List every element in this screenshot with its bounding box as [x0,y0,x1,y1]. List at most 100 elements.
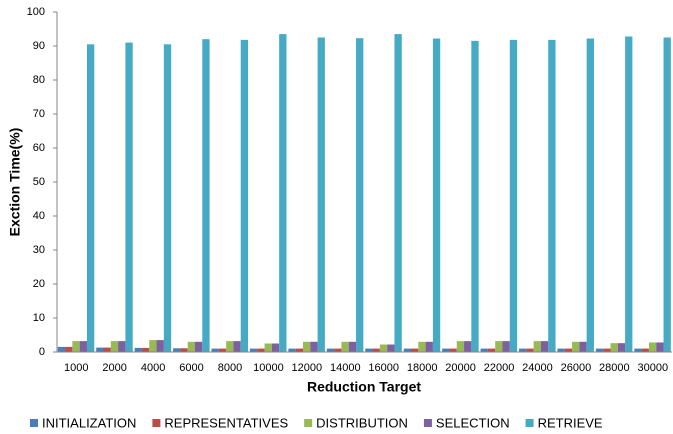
x-tick-label: 24000 [522,362,553,374]
legend-swatch [525,419,534,427]
y-tick-label: 90 [33,40,45,52]
legend-label: DISTRIBUTION [316,415,408,430]
bar [326,348,335,352]
y-tick-label: 60 [33,142,45,154]
bar [317,37,325,352]
bar [187,341,195,352]
bar [411,348,419,352]
bar [533,341,541,352]
bar [96,347,104,352]
y-tick-label: 100 [27,6,45,18]
bar [557,348,565,352]
bar [240,39,249,352]
bar [103,347,111,352]
bar [663,37,671,352]
bar [425,341,433,352]
legend-label: SELECTION [436,415,510,430]
bar [564,348,573,352]
bar [464,341,472,352]
bar [118,341,126,352]
bar [471,40,479,353]
bar [134,347,142,352]
bar [249,348,258,352]
bar [394,34,402,352]
x-tick-label: 28000 [599,362,630,374]
bar [86,44,95,353]
legend-label: INITIALIZATION [42,415,136,430]
x-tick-label: 10000 [253,362,284,374]
bar [365,348,373,352]
bar [110,341,119,352]
bar [271,343,280,352]
x-tick-label: 22000 [484,362,515,374]
bar [487,348,496,352]
bar [295,348,303,352]
x-tick-label: 1000 [64,362,88,374]
bar [141,347,150,352]
y-tick-label: 20 [33,278,45,290]
y-tick-label: 30 [33,244,45,256]
x-tick-label: 26000 [561,362,592,374]
bar [595,348,604,352]
bar [432,38,441,353]
bar [202,39,210,352]
bar [634,348,642,352]
bar [617,343,626,352]
bar [125,42,133,352]
legend-swatch [304,419,313,427]
x-tick-label: 8000 [218,362,242,374]
x-tick-label: 2000 [102,362,126,374]
bar [579,341,587,352]
bar [173,348,181,352]
bar [403,348,412,352]
bar [519,348,527,352]
x-tick-label: 4000 [141,362,165,374]
x-tick-label: 30000 [637,362,668,374]
legend-swatch [152,419,161,427]
bar [603,348,611,352]
bar [648,342,657,352]
bar [480,348,488,352]
y-axis-title: Exction Time(%) [7,128,23,237]
bar [509,39,518,352]
legend-label: RETRIEVE [538,415,603,430]
bar [641,348,649,352]
bar [79,341,87,352]
x-tick-label: 20000 [445,362,476,374]
x-tick-label: 16000 [368,362,399,374]
bar [502,341,510,352]
bar [334,348,342,352]
bar [442,348,450,352]
bar [387,344,395,352]
bar [526,348,534,352]
bar [379,344,388,352]
bar [149,340,157,352]
bar [180,348,188,352]
bar [540,341,549,352]
x-tick-label: 12000 [292,362,323,374]
bar [456,341,465,352]
legend-label: REPRESENTATIVES [164,415,288,430]
bar [548,39,556,352]
bar [264,343,272,352]
y-tick-label: 80 [33,74,45,86]
bar [356,38,364,353]
bar [65,346,73,352]
bar [226,341,234,352]
bar [372,348,380,352]
bar [233,341,241,352]
bar [495,341,503,352]
x-tick-label: 18000 [407,362,438,374]
bar [218,348,227,352]
bar [610,343,618,352]
bar [288,348,296,352]
bar [57,346,66,352]
bar [586,38,594,353]
y-tick-label: 40 [33,210,45,222]
bar [449,348,457,352]
bar [348,341,357,352]
bar [257,348,265,352]
bar [418,341,426,352]
bar [303,341,311,352]
